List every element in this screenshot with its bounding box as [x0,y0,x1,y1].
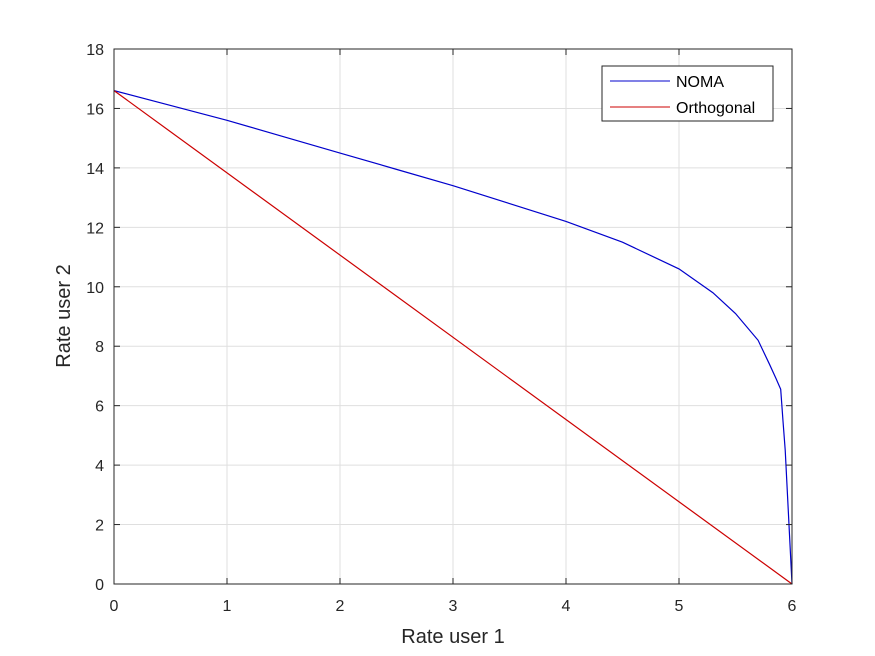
y-tick-label: 12 [86,220,104,237]
series-layer [113,90,793,585]
legend-label-orthogonal: Orthogonal [676,100,755,117]
series-line-noma [113,90,793,585]
y-tick-label: 8 [95,339,104,356]
y-tick-label: 2 [95,518,104,535]
x-tick-label: 0 [110,598,119,615]
y-tick-label: 18 [86,42,104,59]
x-tick-label: 5 [675,598,684,615]
x-axis-label: Rate user 1 [401,626,504,648]
x-tick-label: 4 [562,598,571,615]
y-tick-labels: 0 2 4 6 8 10 12 14 16 18 [86,42,104,594]
x-tick-label: 1 [223,598,232,615]
y-tick-label: 4 [95,458,104,475]
y-axis-label: Rate user 2 [53,264,75,367]
y-tick-label: 0 [95,577,104,594]
legend-label-noma: NOMA [676,74,724,91]
x-tick-label: 6 [788,598,797,615]
ticks [113,48,793,585]
y-tick-label: 10 [86,280,104,297]
legend-box [601,65,774,122]
legend: NOMA Orthogonal [601,65,774,122]
x-tick-label: 2 [336,598,345,615]
y-tick-label: 14 [86,161,104,178]
x-tick-labels: 0 1 2 3 4 5 6 [110,598,797,615]
y-tick-label: 6 [95,399,104,416]
x-tick-label: 3 [449,598,458,615]
series-line-orthogonal [113,90,793,585]
y-tick-label: 16 [86,101,104,118]
